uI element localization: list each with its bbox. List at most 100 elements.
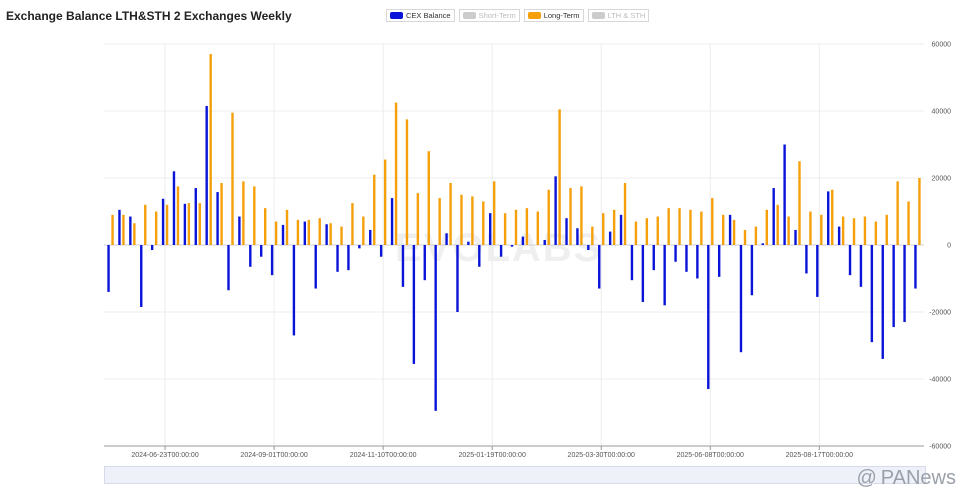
bar-cex-balance	[587, 245, 590, 251]
legend-swatch-cex-balance	[390, 12, 403, 19]
bar-long-term	[765, 209, 768, 245]
bar-cex-balance	[827, 191, 830, 245]
bar-cex-balance	[805, 245, 808, 274]
y-tick-label: 20000	[932, 176, 952, 183]
bar-long-term	[558, 109, 561, 245]
bar-cex-balance	[314, 245, 317, 289]
bar-cex-balance	[892, 245, 895, 328]
bar-long-term	[111, 214, 114, 245]
legend-item-cex-balance[interactable]: CEX Balance	[386, 9, 455, 22]
range-navigator[interactable]	[104, 466, 926, 484]
bar-cex-balance	[783, 144, 786, 245]
bar-cex-balance	[750, 245, 754, 296]
bar-cex-balance	[914, 245, 917, 289]
bar-long-term	[362, 216, 365, 245]
bar-cex-balance	[118, 209, 121, 245]
bar-long-term	[416, 193, 420, 245]
bar-long-term	[383, 159, 387, 245]
bar-cex-balance	[161, 198, 165, 245]
bar-long-term	[525, 208, 529, 245]
bar-cex-balance	[292, 245, 296, 336]
bar-long-term	[743, 229, 747, 245]
bar-cex-balance	[761, 243, 764, 245]
bar-cex-balance	[401, 245, 405, 287]
bar-cex-balance	[379, 245, 383, 257]
bar-cex-balance	[859, 245, 863, 287]
bar-long-term	[198, 203, 201, 245]
bar-cex-balance	[107, 245, 110, 292]
bar-long-term	[634, 221, 638, 245]
bar-cex-balance	[903, 245, 906, 323]
bar-cex-balance	[499, 245, 503, 257]
y-tick-label: 40000	[932, 109, 952, 116]
bar-cex-balance	[227, 245, 230, 291]
bar-long-term	[885, 214, 888, 245]
y-tick-label: 0	[947, 243, 951, 250]
bar-cex-balance	[216, 192, 219, 245]
bar-long-term	[852, 218, 856, 245]
bar-cex-balance	[728, 214, 732, 245]
legend-swatch-short-term	[462, 12, 476, 19]
y-tick-label: -20000	[929, 310, 951, 317]
bar-long-term	[918, 178, 921, 245]
bar-long-term	[787, 216, 790, 245]
bar-long-term	[602, 213, 605, 245]
bar-long-term	[405, 119, 409, 245]
bar-cex-balance	[129, 216, 132, 245]
legend-item-long-term[interactable]: Long-Term	[523, 9, 584, 22]
x-tick-label: 2025-06-08T00:00:00	[677, 452, 744, 459]
x-tick-label: 2025-08-17T00:00:00	[786, 452, 853, 459]
bar-long-term	[569, 188, 572, 245]
bar-cex-balance	[608, 231, 612, 245]
bar-cex-balance	[358, 245, 361, 249]
bar-cex-balance	[205, 105, 208, 245]
bar-cex-balance	[488, 213, 492, 245]
bar-cex-balance	[881, 245, 884, 359]
bar-long-term	[645, 218, 649, 245]
bar-long-term	[536, 211, 540, 245]
bar-long-term	[580, 186, 583, 245]
bar-cex-balance	[565, 218, 568, 245]
bar-long-term	[907, 201, 910, 245]
bar-cex-balance	[619, 214, 623, 245]
bar-cex-balance	[543, 239, 546, 245]
bar-cex-balance	[794, 229, 797, 245]
bar-cex-balance	[685, 245, 688, 272]
bar-long-term	[220, 183, 223, 245]
bar-cex-balance	[434, 245, 437, 411]
bar-cex-balance	[663, 245, 666, 306]
legend-label: CEX Balance	[406, 11, 451, 20]
bar-long-term	[285, 209, 289, 245]
bar-long-term	[154, 211, 158, 245]
bar-long-term	[122, 214, 125, 245]
bar-cex-balance	[238, 216, 241, 245]
bar-long-term	[678, 208, 681, 245]
bar-cex-balance	[696, 245, 699, 279]
bar-long-term	[165, 204, 169, 245]
bar-long-term	[721, 214, 725, 245]
bar-long-term	[351, 203, 354, 245]
bar-cex-balance	[717, 245, 721, 277]
bar-long-term	[209, 54, 212, 245]
bar-cex-balance	[140, 245, 143, 307]
bar-cex-balance	[837, 226, 841, 245]
legend-item-short-term[interactable]: Short-Term	[458, 9, 520, 22]
bar-cex-balance	[445, 233, 448, 245]
bar-cex-balance	[630, 245, 634, 281]
bar-cex-balance	[674, 245, 677, 262]
at-icon: @	[856, 467, 877, 489]
bar-long-term	[623, 183, 627, 245]
bar-long-term	[667, 208, 670, 245]
x-tick-label: 2024-06-23T00:00:00	[131, 452, 198, 459]
bar-long-term	[492, 181, 496, 245]
bar-cex-balance	[816, 245, 819, 297]
y-tick-label: -60000	[929, 444, 951, 451]
bar-long-term	[471, 196, 474, 245]
bar-long-term	[656, 216, 659, 245]
brand-name: PANews	[880, 467, 956, 489]
legend-label: Long-Term	[543, 11, 580, 20]
bar-cex-balance	[554, 176, 557, 245]
bar-long-term	[274, 221, 278, 245]
legend-item-lth-sth[interactable]: LTH & STH	[587, 9, 650, 22]
bar-cex-balance	[510, 245, 514, 247]
